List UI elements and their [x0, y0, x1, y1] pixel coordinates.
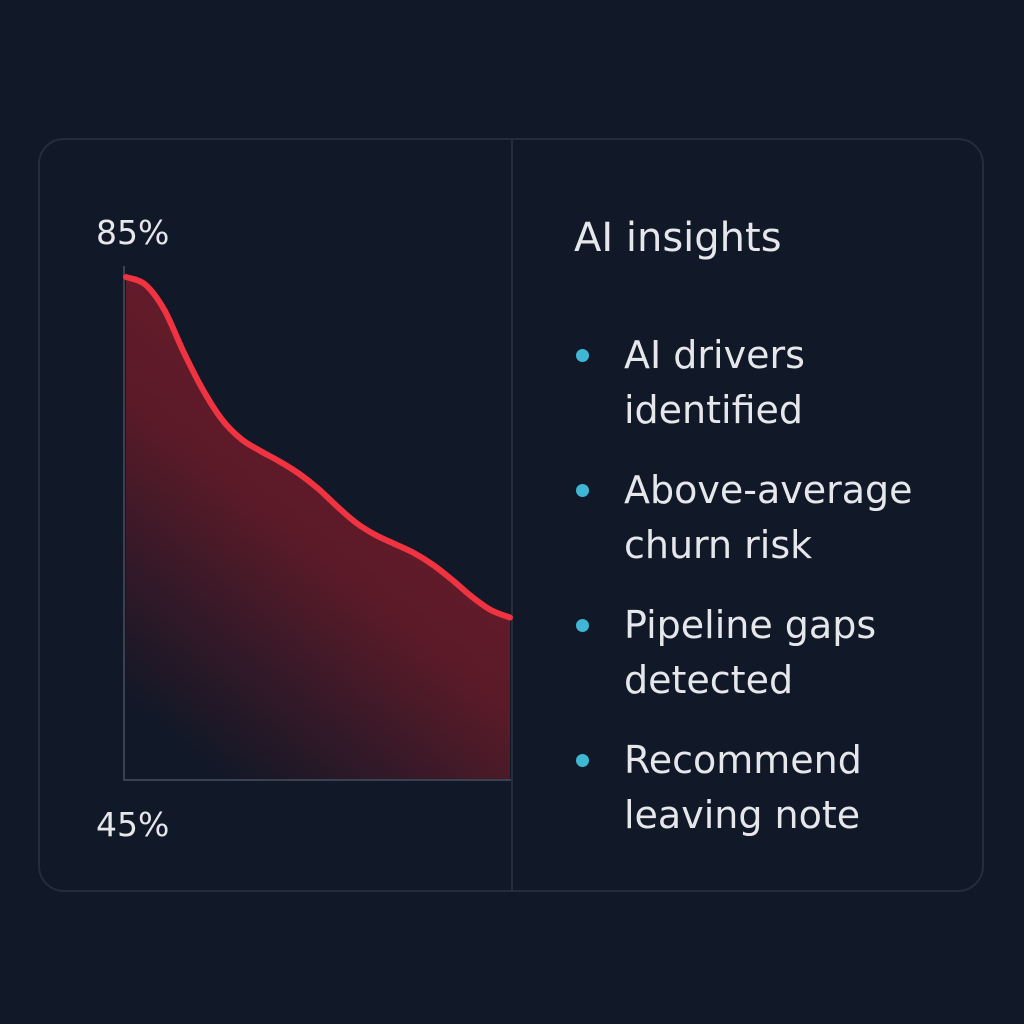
insight-text: AI drivers identified: [624, 333, 805, 432]
bullet-dot-icon: [576, 484, 589, 497]
y-tick-label-bottom: 45%: [96, 805, 170, 844]
series-line: [123, 274, 513, 621]
area-fill: [126, 277, 510, 780]
insight-text: Recommend leaving note: [624, 738, 862, 837]
insights-title: AI insights: [574, 215, 782, 261]
insight-text: Above-average churn risk: [624, 468, 913, 567]
bullet-dot-icon: [576, 754, 589, 767]
panel-divider: [511, 140, 513, 890]
insight-text: Pipeline gaps detected: [624, 603, 877, 702]
bullet-dot-icon: [576, 349, 589, 362]
y-tick-label-top: 85%: [96, 213, 170, 252]
bullet-dot-icon: [576, 619, 589, 632]
